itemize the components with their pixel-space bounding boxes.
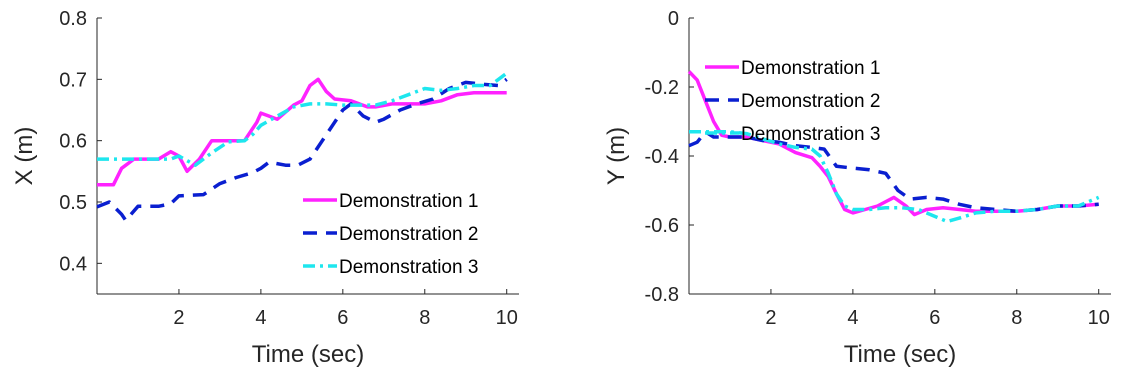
x-tick-label: 8: [1011, 307, 1022, 329]
legend-entry-label: Demonstration 2: [339, 224, 478, 245]
y-tick-label: -0.6: [645, 215, 679, 237]
chart-panel-2: 2 4 6 8 10 -0.8 -0.6 -0.4 -0.2 0 Time (sec) Y (m) De…: [603, 8, 1111, 368]
legend-entry-label: Demonstration 1: [741, 58, 880, 79]
chart-panel-1: 2 4 6 8 10 0.4 0.5 0.6 0.7 0.8 Time (sec) X (m) Demo…: [11, 8, 519, 368]
y-axis-label: Y (m): [603, 127, 630, 185]
x-axis-label: Time (sec): [252, 341, 364, 368]
x-axis-label: Time (sec): [844, 341, 956, 368]
legend-entry-label: Demonstration 2: [741, 91, 880, 112]
series-line-demonstration-3: [97, 71, 508, 167]
x-tick-label: 2: [765, 307, 776, 329]
legend-entry-label: Demonstration 3: [741, 124, 880, 145]
y-tick-label: -0.4: [645, 146, 679, 168]
x-tick-label: 6: [929, 307, 940, 329]
y-tick-label: 0.8: [59, 8, 87, 30]
y-tick-label: 0.5: [59, 192, 87, 214]
x-tick-label: 6: [337, 307, 348, 329]
series-line-demonstration-1: [97, 77, 507, 187]
x-tick-label: 8: [419, 307, 430, 329]
y-tick-label: 0.6: [59, 131, 87, 153]
y-tick-label: -0.2: [645, 77, 679, 99]
x-tick-label: 4: [255, 307, 266, 329]
legend-entry-label: Demonstration 1: [339, 191, 478, 212]
series-line-demonstration-3: [689, 130, 1100, 224]
x-tick-label: 2: [173, 307, 184, 329]
legend: Demonstration 1 Demonstration 2 Demonstrat…: [303, 191, 478, 278]
series-line-demonstration-2: [96, 77, 508, 223]
y-tick-label: -0.8: [645, 284, 679, 306]
x-tick-label: 10: [1088, 307, 1110, 329]
x-tick-label: 10: [496, 307, 518, 329]
legend: Demonstration 1 Demonstration 2 Demonstrat…: [705, 58, 880, 145]
y-axis-label: X (m): [11, 127, 38, 186]
y-tick-label: 0: [668, 8, 679, 30]
y-tick-label: 0.7: [59, 69, 87, 91]
y-tick-label: 0.4: [59, 253, 87, 275]
x-tick-label: 4: [847, 307, 858, 329]
legend-entry-label: Demonstration 3: [339, 257, 478, 278]
